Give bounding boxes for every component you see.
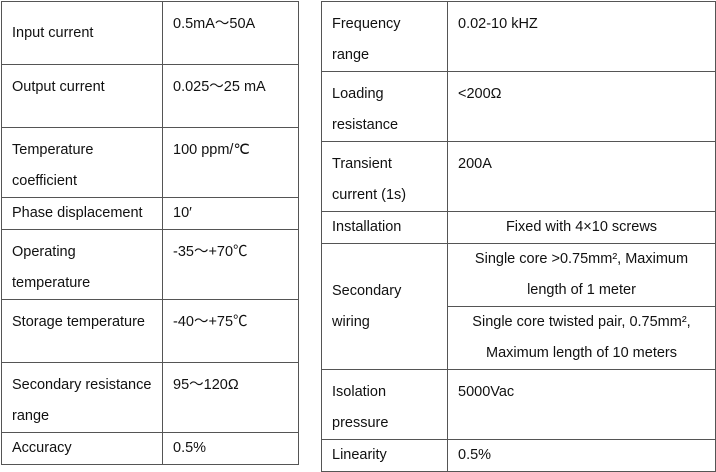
- cell: 5000Vac: [447, 369, 716, 440]
- cell: Secondary wiring: [321, 243, 448, 370]
- cell: Secondary resistance range: [1, 362, 163, 433]
- cell: -40～+75℃: [162, 299, 299, 363]
- cell: Phase displacement: [1, 197, 163, 230]
- cell: 10′: [162, 197, 299, 230]
- cell: Temperature coefficient: [1, 127, 163, 198]
- cell: Installation: [321, 211, 448, 244]
- cell: 0.5mA～50A: [162, 1, 299, 65]
- cell: -35～+70℃: [162, 229, 299, 300]
- cell: Single core >0.75mm², Maximum length of …: [447, 243, 716, 307]
- cell: Storage temperature: [1, 299, 163, 363]
- cell: Fixed with 4×10 screws: [447, 211, 716, 244]
- cell: 0.025～25 mA: [162, 64, 299, 128]
- cell: Operating temperature: [1, 229, 163, 300]
- cell: Transient current (1s): [321, 141, 448, 212]
- cell: Loading resistance: [321, 71, 448, 142]
- cell: 95～120Ω: [162, 362, 299, 433]
- cell: Output current: [1, 64, 163, 128]
- cell: 0.02-10 kHZ: [447, 1, 716, 72]
- cell: Single core twisted pair, 0.75mm², Maxim…: [447, 306, 716, 370]
- cell: <200Ω: [447, 71, 716, 142]
- cell: Isolation pressure: [321, 369, 448, 440]
- cell: 200A: [447, 141, 716, 212]
- cell: Linearity: [321, 439, 448, 472]
- cell: Input current: [1, 1, 163, 65]
- cell: 0.5%: [447, 439, 716, 472]
- cell: Frequency range: [321, 1, 448, 72]
- cell: 100 ppm/℃: [162, 127, 299, 198]
- left-table: Input current 0.5mA～50A Output current 0.0…: [1, 1, 299, 465]
- right-table: Frequency range 0.02-10 kHZ Loading resis…: [321, 1, 716, 472]
